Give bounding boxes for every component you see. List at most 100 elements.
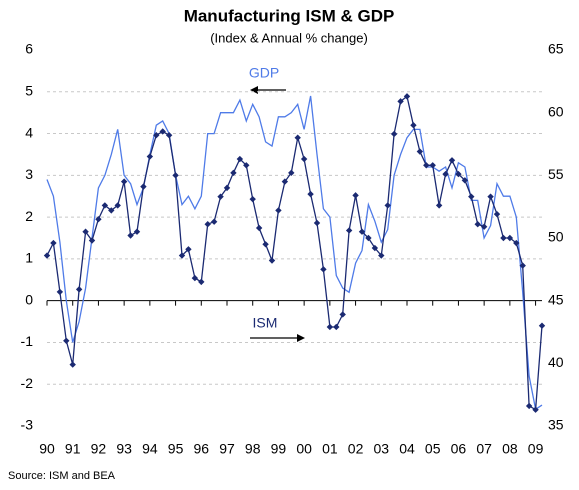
data-point: [230, 169, 237, 177]
x-tick-label: 99: [271, 441, 287, 457]
x-tick-label: 03: [373, 441, 389, 457]
data-point: [120, 178, 128, 185]
y2-tick-label: 60: [548, 103, 564, 119]
x-tick-label: 05: [425, 441, 441, 457]
data-point: [506, 234, 514, 242]
data-point: [487, 193, 494, 200]
data-point: [423, 162, 430, 169]
data-point: [236, 155, 244, 163]
data-point: [371, 244, 379, 252]
data-point: [69, 361, 76, 368]
data-point: [268, 257, 276, 264]
data-point: [365, 234, 372, 242]
arrow: [250, 86, 286, 94]
data-point: [358, 228, 366, 235]
data-point: [56, 288, 64, 296]
y-tick-label: 4: [25, 124, 33, 140]
data-point: [416, 148, 424, 155]
data-point: [50, 239, 57, 247]
series-label: GDP: [249, 65, 279, 81]
y2-tick-label: 45: [548, 291, 564, 307]
data-point: [63, 337, 70, 344]
data-point: [500, 234, 507, 242]
x-tick-label: 07: [476, 441, 492, 457]
x-tick-label: 01: [322, 441, 338, 457]
y-tick-label: 1: [25, 250, 33, 266]
data-point: [43, 252, 51, 259]
data-point: [390, 130, 398, 138]
data-point: [320, 266, 327, 273]
x-tick-label: 09: [528, 441, 544, 457]
data-point: [397, 98, 404, 105]
data-point: [294, 134, 301, 141]
data-point: [378, 252, 385, 259]
source-note: Source: ISM and BEA: [8, 470, 116, 482]
data-point: [538, 322, 546, 329]
series-label: ISM: [253, 315, 278, 331]
y2-tick-label: 40: [548, 354, 564, 370]
y-tick-label: 0: [25, 291, 33, 307]
y-tick-label: 5: [25, 82, 33, 98]
data-point: [75, 286, 83, 293]
data-point: [88, 237, 96, 244]
data-point: [101, 202, 109, 209]
x-tick-label: 96: [193, 441, 209, 457]
data-point: [435, 202, 443, 209]
data-point: [519, 262, 526, 269]
data-point: [223, 184, 231, 192]
y2-tick-label: 35: [548, 417, 564, 433]
x-tick-label: 93: [116, 441, 132, 457]
data-point: [313, 219, 321, 227]
data-point: [352, 192, 359, 199]
y-tick-label: 3: [25, 166, 33, 182]
arrow: [250, 334, 305, 342]
x-tick-label: 90: [39, 441, 55, 457]
data-point: [326, 323, 334, 331]
data-point: [210, 218, 218, 225]
data-point: [461, 177, 469, 184]
data-point: [262, 241, 269, 248]
data-point: [275, 207, 282, 214]
y-tick-label: -3: [21, 417, 34, 433]
data-point: [300, 155, 308, 163]
x-tick-label: 08: [502, 441, 518, 457]
y-tick-label: -1: [21, 333, 34, 349]
data-point: [474, 221, 481, 228]
data-point: [165, 132, 173, 139]
data-point: [403, 93, 411, 100]
data-point: [339, 311, 346, 318]
data-point: [442, 170, 449, 178]
data-point: [243, 162, 250, 169]
data-point: [191, 274, 199, 282]
x-tick-label: 00: [296, 441, 312, 457]
data-point: [249, 195, 256, 203]
data-point: [140, 183, 147, 190]
y-tick-label: 2: [25, 208, 33, 224]
data-point: [448, 157, 456, 164]
data-point: [410, 122, 417, 129]
data-point: [114, 202, 121, 209]
data-point: [133, 228, 141, 235]
data-point: [172, 172, 179, 179]
data-point: [525, 402, 533, 410]
x-tick-label: 04: [399, 441, 415, 457]
data-point: [185, 246, 192, 253]
x-tick-label: 06: [451, 441, 467, 457]
x-tick-label: 95: [168, 441, 184, 457]
x-tick-label: 98: [245, 441, 261, 457]
data-point: [532, 406, 539, 413]
data-point: [429, 162, 436, 169]
data-point: [345, 227, 353, 234]
data-point: [95, 216, 102, 223]
chart-subtitle: (Index & Annual % change): [210, 30, 368, 45]
x-tick-label: 91: [65, 441, 81, 457]
y-tick-label: -2: [21, 375, 34, 391]
series-line: [46, 95, 543, 411]
data-point: [255, 224, 263, 232]
x-tick-label: 92: [91, 441, 107, 457]
data-point: [204, 221, 211, 228]
data-point: [217, 193, 224, 200]
data-point: [82, 228, 89, 235]
